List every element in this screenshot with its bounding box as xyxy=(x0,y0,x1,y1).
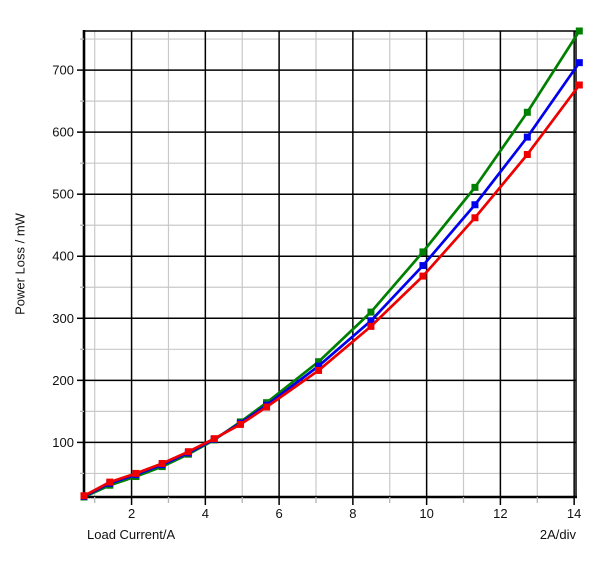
y-tick-label: 400 xyxy=(52,249,74,264)
blue-curve-marker xyxy=(315,362,323,370)
red-curve-marker xyxy=(236,420,244,428)
y-axis-title: Power Loss / mW xyxy=(12,213,28,315)
green-curve-marker xyxy=(367,308,375,316)
x-axis-title: Load Current/A xyxy=(87,527,176,542)
red-curve-marker xyxy=(315,366,323,374)
blue-curve-line xyxy=(83,61,581,498)
green-curve-marker xyxy=(575,27,583,35)
blue-curve-marker xyxy=(367,317,375,325)
green-curve-marker xyxy=(315,358,323,366)
y-tick-label: 700 xyxy=(52,63,74,78)
red-curve-marker xyxy=(184,448,192,456)
green-curve-marker xyxy=(471,183,479,191)
red-curve-marker xyxy=(106,478,114,486)
red-curve-marker xyxy=(575,81,583,89)
blue-curve-marker xyxy=(523,133,531,141)
x-tick-label: 12 xyxy=(493,506,507,521)
red-curve-marker xyxy=(471,214,479,222)
red-curve-marker xyxy=(367,322,375,330)
y-tick-label: 300 xyxy=(52,311,74,326)
red-curve-line xyxy=(83,84,581,497)
red-curve-marker xyxy=(419,272,427,280)
red-curve-marker xyxy=(523,150,531,158)
blue-curve-marker xyxy=(471,201,479,209)
red-curve-marker xyxy=(263,403,271,411)
x-tick-label: 4 xyxy=(202,506,209,521)
green-curve-line xyxy=(83,30,581,499)
x-tick-label: 8 xyxy=(349,506,356,521)
red-curve-marker xyxy=(80,492,88,500)
y-tick-label: 200 xyxy=(52,373,74,388)
red-curve-marker xyxy=(210,435,218,443)
y-tick-label: 100 xyxy=(52,435,74,450)
x-tick-label: 10 xyxy=(419,506,433,521)
x-tick-label: 2 xyxy=(128,506,135,521)
y-tick-label: 600 xyxy=(52,125,74,140)
green-curve-marker xyxy=(523,108,531,116)
red-curve-marker xyxy=(132,469,140,477)
red-curve-marker xyxy=(158,459,166,467)
green-curve-marker xyxy=(419,248,427,256)
y-tick-label: 500 xyxy=(52,187,74,202)
blue-curve-marker xyxy=(419,262,427,270)
x-tick-label: 6 xyxy=(275,506,282,521)
x-tick-label: 14 xyxy=(567,506,581,521)
blue-curve-marker xyxy=(575,59,583,67)
x-axis-scale-note: 2A/div xyxy=(539,527,576,542)
